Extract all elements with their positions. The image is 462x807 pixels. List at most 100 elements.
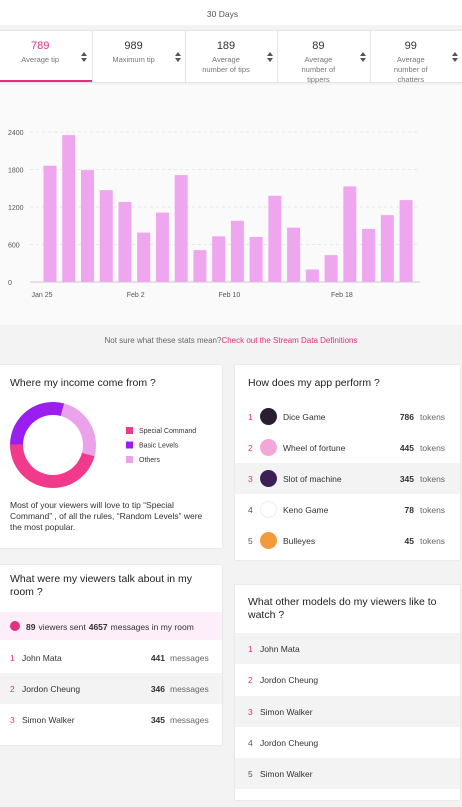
stat-label: Average number of chatters [393,55,428,84]
model-name: Simon Walker [260,706,313,717]
y-tick-label: 600 [8,243,20,250]
y-tick-label: 1200 [8,205,24,212]
bar-chart: 0 600 1200 1800 2400 Jan 25 Feb 2 Feb 10 Feb 18 [0,85,462,325]
token-value: 445 [399,443,414,453]
legend-label: Basic Levels [139,443,179,450]
rank: 4 [248,737,253,748]
stat-value: 189 [216,40,236,52]
app-name: Slot of machine [283,474,342,484]
bar [380,215,394,282]
alert-icon [10,621,20,631]
app-row: 4 Keno Game 78 tokens [235,494,460,525]
message-unit: messages [170,684,209,694]
rank: 5 [248,536,253,546]
rank: 1 [248,644,253,654]
app-row: 5 Bulleyes 45 tokens [235,525,460,556]
app-icon [260,470,277,487]
legend-swatch [126,427,133,434]
viewer-name: Jordon Cheung [22,684,81,694]
stat-tab[interactable]: 99 Average number of chatters [369,31,462,84]
sort-icon[interactable] [451,51,459,63]
stat-label: Maximum tip [112,55,155,64]
bar [324,255,338,282]
stat-tab[interactable]: 189 Average number of tips [184,31,278,82]
rank: 3 [248,474,253,484]
talk-card: What were my viewers talk about in my ro… [0,565,222,745]
app-row: 3 Slot of machine 345 tokens [235,463,460,494]
app-icon [260,532,277,549]
period[interactable]: 30 Days [206,9,239,19]
rank: 3 [10,715,15,725]
donut-segment [60,403,96,457]
token-unit: tokens [420,443,446,453]
bar [137,232,151,282]
model-row[interactable]: 2 Jordon Cheung [235,664,460,695]
model-row[interactable]: 5 Simon Walker [235,758,460,790]
app-name: Dice Game [283,412,326,422]
legend-swatch [126,456,133,463]
bar [155,212,169,282]
card-title: Where my income come from ? [10,377,156,389]
bar [268,195,282,282]
model-row[interactable]: 3 Simon Walker [235,695,460,727]
app-name: Wheel of fortune [283,443,346,453]
bar [343,186,357,282]
card-title: What were my viewers talk about in my ro… [10,573,193,598]
bar [249,237,263,282]
sort-icon[interactable] [174,51,182,63]
rank: 2 [248,443,253,453]
legend-label: Others [139,457,161,464]
app-row: 1 Dice Game 786 tokens [235,401,460,432]
app-icon [260,439,277,456]
rank: 1 [10,653,15,663]
stat-tab[interactable]: 989 Maximum tip [92,31,185,82]
bar [80,170,94,282]
message-count: 441 [150,653,165,663]
model-name: John Mata [260,644,300,654]
income-card: Where my income come from ? Special Comma… [0,365,222,548]
sort-icon[interactable] [359,51,367,63]
app-name: Keno Game [283,505,329,515]
summary-text: 89 viewers sent 4657 messages in my room [26,622,194,632]
rank: 3 [248,706,253,717]
summary-part: viewers sent [38,622,86,632]
viewer-row: 1 John Mata 441 messages [0,642,222,673]
arrow [267,52,274,62]
viewer-row: 3 Simon Walker 345 messages [0,704,222,735]
bar [99,190,113,282]
token-value: 45 [404,536,414,546]
model-row[interactable]: 1 John Mata [235,633,460,664]
stat-label: Average number of tippers [301,55,336,84]
arrow [451,52,458,62]
rank: 2 [248,675,253,686]
bar [362,228,376,282]
app-row: 2 Wheel of fortune 445 tokens [235,432,460,463]
stat-tab[interactable]: 89 Average number of tippers [277,31,370,84]
model-row[interactable]: 4 Jordon Cheung [235,727,460,758]
models-card: What other models do my viewers like to … [235,585,460,800]
app-icon [260,501,277,518]
message-unit: messages [170,715,209,725]
header [0,0,462,25]
viewer-name: John Mata [22,653,62,663]
stat-value: 99 [404,40,417,52]
bar [118,202,132,282]
donut-segment [9,444,95,488]
x-tick-label: Feb 18 [331,292,353,299]
stat-label: Average number of tips [202,55,250,74]
definitions-link[interactable]: Check out the Stream Data Definitions [221,336,358,345]
message-unit: messages [170,653,209,663]
stat-tab[interactable]: 789 Average tip [0,31,93,82]
footer-note: Not sure what these stats mean?Check out… [0,336,462,345]
x-tick-label: Feb 10 [219,292,241,299]
stat-label: Average tip [21,55,60,64]
viewer-name: Simon Walker [22,715,75,725]
model-name: Simon Walker [260,769,313,780]
message-count: 345 [150,715,165,725]
stat-value: 89 [312,40,325,52]
sort-icon[interactable] [80,51,88,63]
sort-icon[interactable] [266,51,274,63]
summary-part: 4657 [88,622,108,632]
legend-swatch [126,441,133,449]
token-unit: tokens [420,474,446,484]
